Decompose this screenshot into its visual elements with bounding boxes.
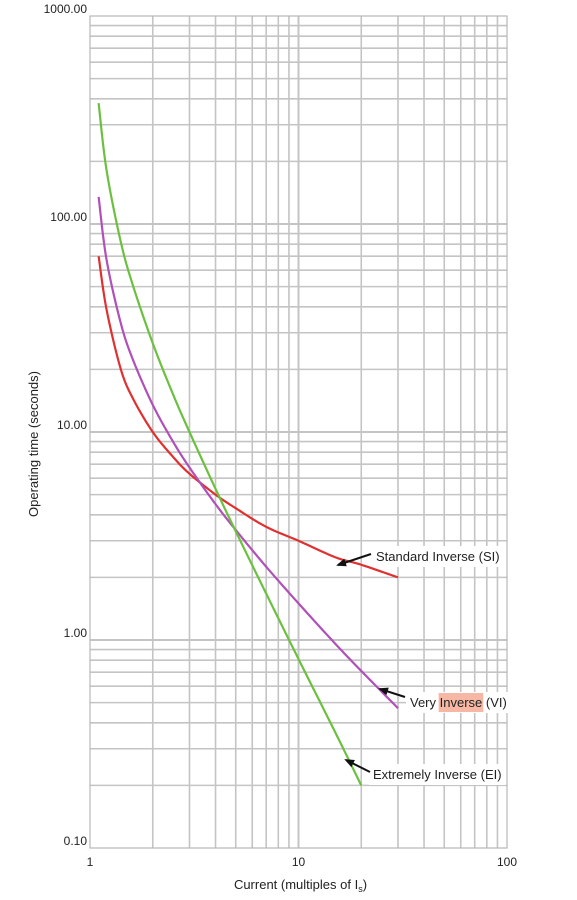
y-tick-label: 1000.00 xyxy=(44,2,88,16)
annotation-vi-label-part3: (VI) xyxy=(482,695,507,710)
annotation-vi-highlight xyxy=(438,693,484,712)
x-axis-title: Current (multiples of Is) xyxy=(234,877,367,894)
annotation-vi-arrow xyxy=(378,687,406,698)
y-tick-label: 0.10 xyxy=(64,834,88,848)
annotation-vi: Very Inverse (VI) xyxy=(378,687,511,713)
x-tick-label: 1 xyxy=(87,855,94,869)
x-tick-label: 10 xyxy=(292,855,306,869)
annotation-si-label: Standard Inverse (SI) xyxy=(376,549,500,564)
annotation-vi-label: Very Inverse (VI) xyxy=(410,695,507,710)
series-layer xyxy=(97,103,399,786)
annotation-si-background xyxy=(372,546,504,567)
x-tick-label: 100 xyxy=(497,855,517,869)
x-axis-title-main: Current (multiples of I xyxy=(234,877,358,892)
x-axis-title-end: ) xyxy=(363,877,367,892)
annotations: Standard Inverse (SI) Very Inverse (VI) … xyxy=(336,546,511,785)
x-tick-labels: 1 10 100 xyxy=(87,855,518,869)
y-tick-labels: 0.10 1.00 10.00 100.00 1000.00 xyxy=(44,2,88,848)
annotation-vi-label-highlighted: Inverse xyxy=(440,695,483,710)
annotation-si-arrow xyxy=(336,553,372,567)
y-axis-title: Operating time (seconds) xyxy=(26,371,41,517)
series-line-si xyxy=(97,256,399,579)
y-tick-label: 1.00 xyxy=(64,626,88,640)
x-axis-title-subscript: s xyxy=(358,884,363,894)
series-line-ei xyxy=(97,103,363,786)
series-line-vi xyxy=(97,196,399,709)
annotation-ei: Extremely Inverse (EI) xyxy=(344,759,506,785)
y-tick-label: 100.00 xyxy=(50,210,87,224)
annotation-ei-background xyxy=(369,764,506,785)
plot-frame xyxy=(89,15,508,849)
annotation-si: Standard Inverse (SI) xyxy=(336,546,504,567)
y-tick-label: 10.00 xyxy=(57,418,87,432)
annotation-ei-arrow xyxy=(344,759,371,773)
annotation-ei-label: Extremely Inverse (EI) xyxy=(373,767,502,782)
annotation-vi-label-part1: Very xyxy=(410,695,440,710)
